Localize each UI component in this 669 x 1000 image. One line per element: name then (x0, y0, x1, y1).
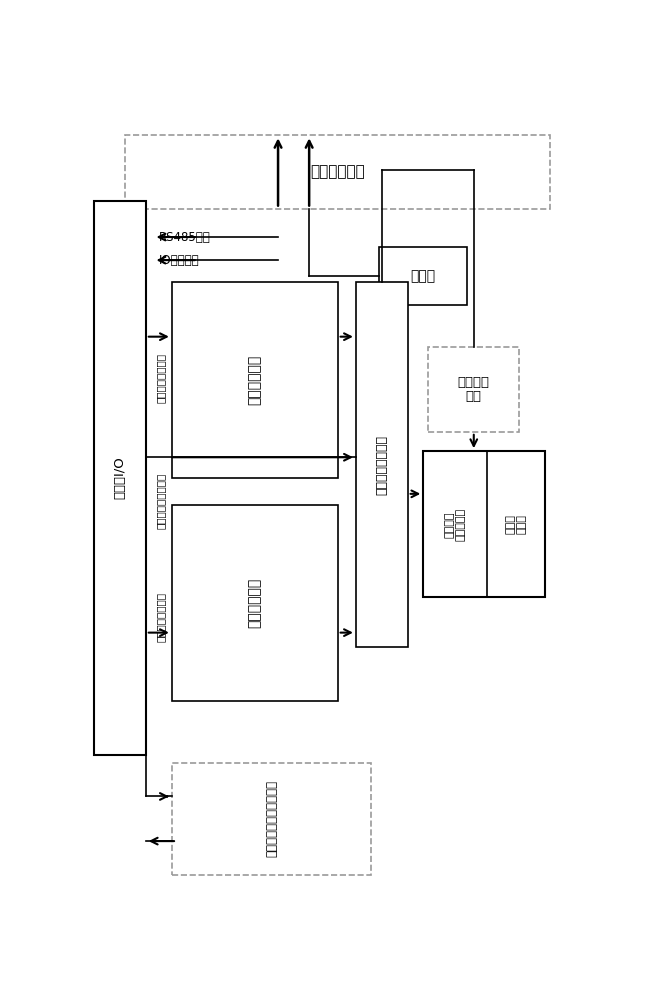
Text: 充退磁切换控制接口: 充退磁切换控制接口 (155, 473, 165, 529)
FancyBboxPatch shape (94, 201, 146, 755)
FancyBboxPatch shape (172, 763, 371, 875)
Text: 被充退磁
漏电断路器: 被充退磁 漏电断路器 (444, 508, 466, 541)
Text: 生产线计算机: 生产线计算机 (310, 164, 365, 179)
Text: 磨合执行
机构: 磨合执行 机构 (458, 375, 490, 403)
FancyBboxPatch shape (423, 451, 545, 597)
FancyBboxPatch shape (172, 282, 338, 478)
Text: 退磁电路部分: 退磁电路部分 (248, 578, 262, 628)
Text: 通用电流合令输驱源变分: 通用电流合令输驱源变分 (265, 780, 278, 857)
FancyBboxPatch shape (379, 247, 468, 305)
Text: 永磁漏
电开关: 永磁漏 电开关 (505, 514, 527, 534)
Text: 充磁电路控制接口: 充磁电路控制接口 (155, 353, 165, 403)
Text: 触摸屏: 触摸屏 (411, 269, 436, 283)
FancyBboxPatch shape (125, 135, 551, 209)
FancyBboxPatch shape (172, 505, 338, 701)
Text: 充磁电路部分: 充磁电路部分 (248, 355, 262, 405)
Text: 控制器I/O: 控制器I/O (114, 457, 126, 499)
Text: IO控制接口: IO控制接口 (159, 254, 199, 267)
Text: RS485接口: RS485接口 (159, 231, 211, 244)
Text: 充退磁切换继电器: 充退磁切换继电器 (375, 435, 388, 495)
FancyBboxPatch shape (428, 347, 519, 432)
Text: 退磁电路控制接口: 退磁电路控制接口 (155, 592, 165, 642)
FancyBboxPatch shape (356, 282, 407, 647)
